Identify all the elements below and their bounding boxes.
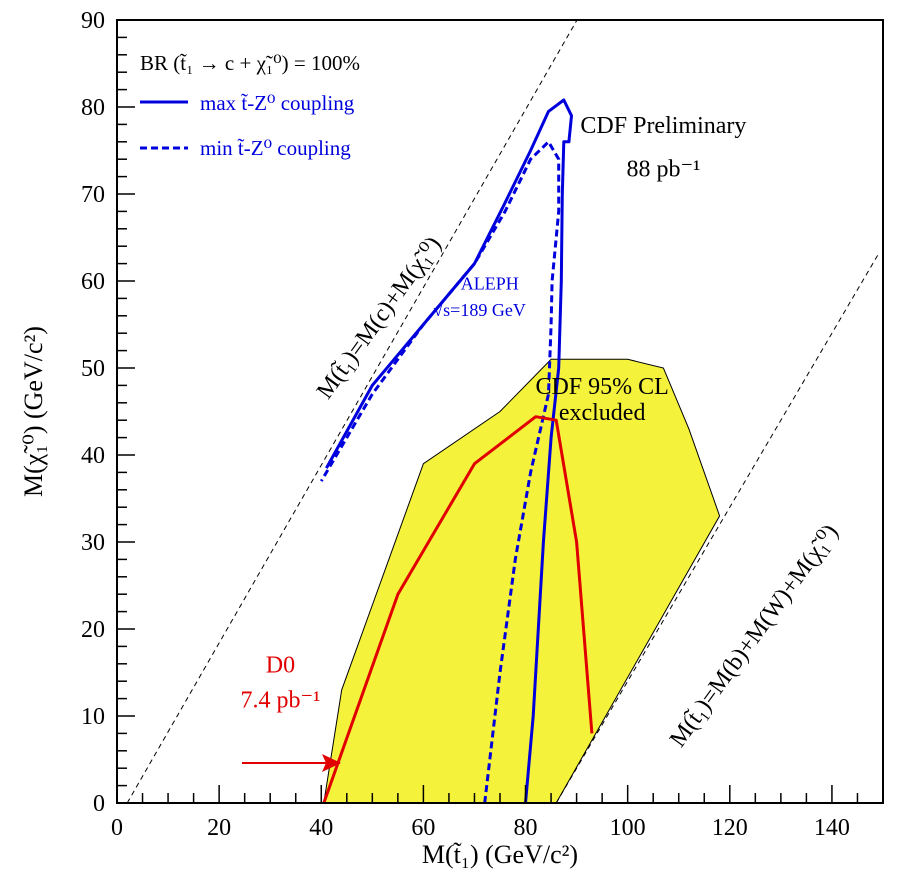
y-tick-label: 20 — [81, 617, 105, 643]
y-tick-label: 60 — [81, 269, 105, 295]
reference-line-1 — [126, 20, 578, 803]
legend-header: BR (t̃₁ → c + χ̃₁⁰) = 100% — [140, 51, 360, 75]
reference-line-2 — [555, 254, 879, 803]
cdf-lumi-label: 88 pb⁻¹ — [626, 157, 700, 183]
d0-label: D0 — [266, 653, 295, 679]
x-axis-title: M(t̃₁) (GeV/c²) — [422, 840, 578, 869]
y-tick-label: 0 — [93, 791, 105, 817]
x-tick-label: 120 — [712, 815, 748, 841]
legend-entry-max: max t̃-Z⁰ coupling — [200, 91, 355, 115]
cdf-preliminary-label: CDF Preliminary — [580, 113, 746, 139]
x-tick-label: 40 — [309, 815, 333, 841]
aleph-min-coupling-curve — [320, 139, 561, 803]
y-tick-label: 70 — [81, 182, 105, 208]
cdf-excluded-region — [323, 358, 721, 803]
cdf-region-label-2: excluded — [559, 400, 646, 426]
x-tick-label: 80 — [514, 815, 538, 841]
aleph-label: ALEPH — [461, 274, 519, 294]
y-axis-title: M(χ̃₁⁰) (GeV/c²) — [19, 326, 48, 497]
legend-entry-min: min t̃-Z⁰ coupling — [200, 136, 351, 160]
y-tick-label: 50 — [81, 356, 105, 382]
d0-exclusion-curve — [322, 415, 594, 803]
legend: BR (t̃₁ → c + χ̃₁⁰) = 100% max t̃-Z⁰ coup… — [140, 51, 360, 160]
x-tick-label: 100 — [610, 815, 646, 841]
x-tick-label: 140 — [814, 815, 850, 841]
aleph-energy-label: √s=189 GeV — [433, 300, 526, 320]
y-tick-label: 80 — [81, 95, 105, 121]
y-tick-label: 90 — [81, 8, 105, 34]
d0-lumi-label: 7.4 pb⁻¹ — [240, 687, 320, 713]
x-tick-label: 20 — [207, 815, 231, 841]
y-tick-label: 30 — [81, 530, 105, 556]
y-tick-label: 40 — [81, 443, 105, 469]
x-tick-label: 0 — [111, 815, 123, 841]
plot-area — [126, 20, 879, 803]
d0-arrow-head — [322, 754, 341, 772]
y-tick-label: 10 — [81, 704, 105, 730]
x-tick-label: 60 — [411, 815, 435, 841]
cdf-region-label: CDF 95% CL — [535, 374, 668, 400]
